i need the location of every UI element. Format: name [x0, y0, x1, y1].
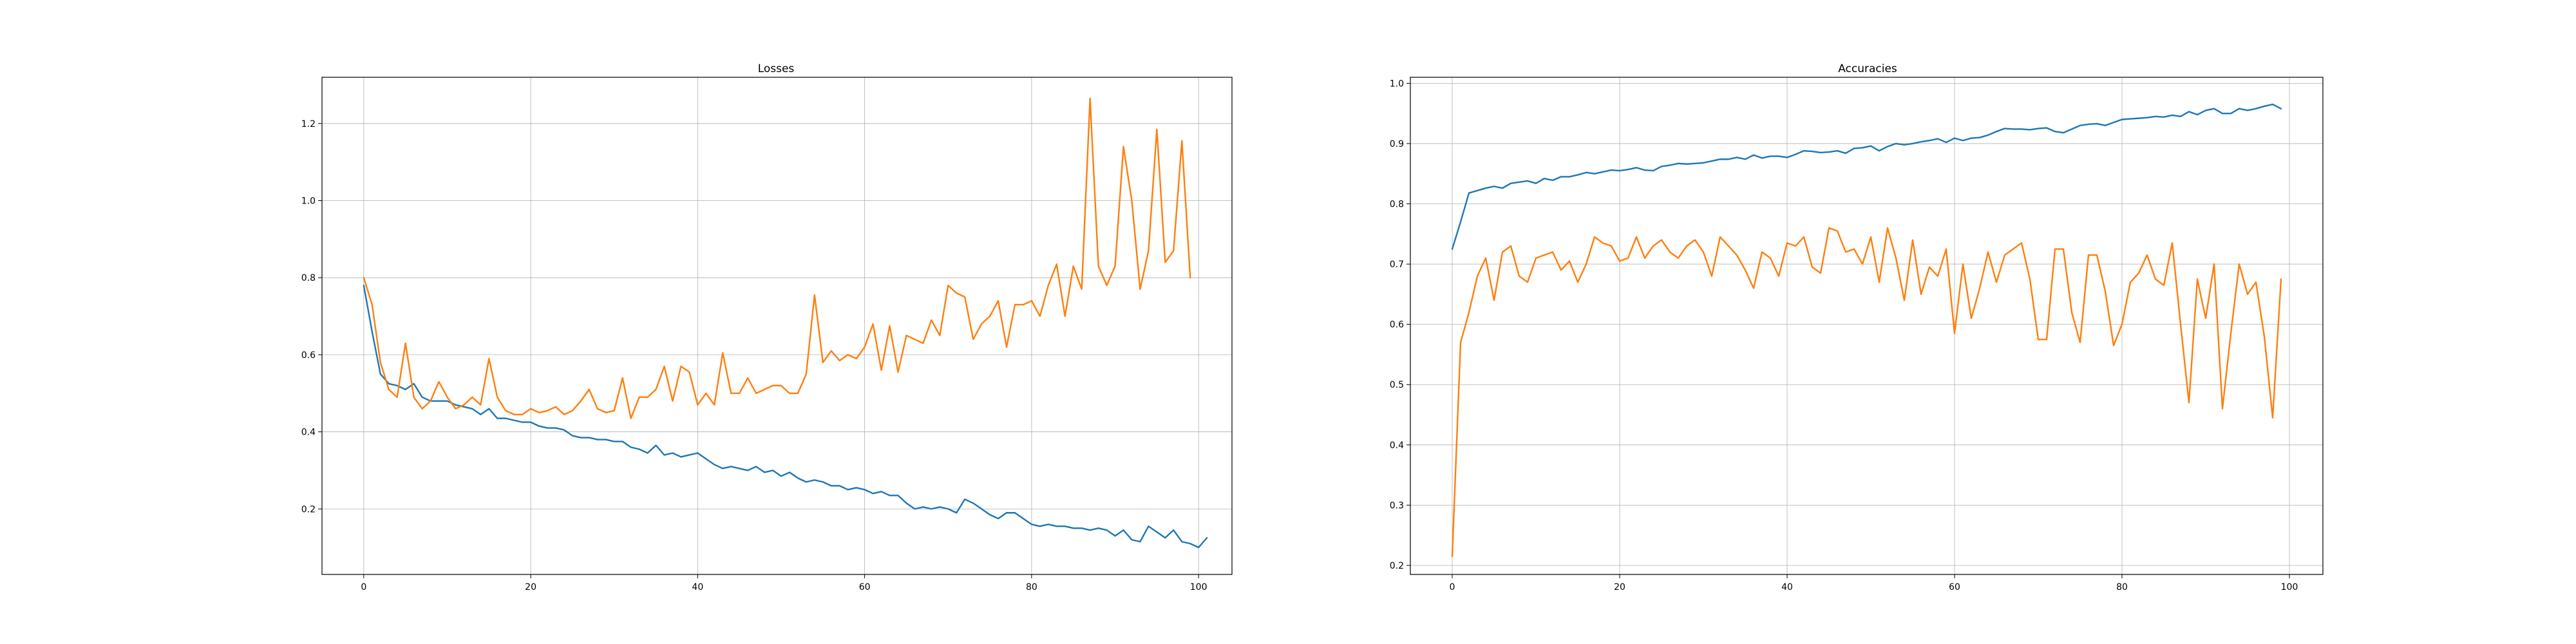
accuracies-y-tick-label: 0.7	[1390, 260, 1404, 270]
accuracies-x-tick-label: 60	[1949, 582, 1960, 592]
losses-series-2-line	[363, 97, 1191, 419]
accuracies-grid	[1410, 77, 2323, 574]
accuracies-y-tick-label: 0.8	[1390, 200, 1404, 210]
losses-y-tick-label: 0.6	[301, 350, 316, 361]
accuracies-y-tick-label: 0.3	[1390, 500, 1404, 511]
accuracies-series-1-line	[1451, 103, 2282, 250]
accuracies-x-tick-label: 80	[2116, 582, 2128, 592]
losses-y-tick-label: 0.2	[301, 504, 316, 515]
accuracies-y-tick-label: 0.9	[1390, 139, 1404, 149]
losses-y-tick-label: 1.2	[301, 119, 316, 129]
accuracies-plot-frame	[1410, 77, 2324, 575]
accuracies-chart: Accuracies 0 20 40 60 80 100 0.2 0.3 0.4 0.5 0.6 0.…	[1390, 62, 2324, 592]
accuracies-y-tick-label: 1.0	[1390, 79, 1404, 89]
accuracies-x-tick-label: 40	[1781, 582, 1793, 592]
losses-chart: Losses 0 20 40 60 80 100 0.2 0.4 0.6 0.8 1.0 1.2	[301, 62, 1233, 592]
losses-x-tick-label: 0	[361, 582, 366, 592]
accuracies-y-tick-label: 0.6	[1390, 320, 1404, 330]
losses-x-tick-label: 100	[1190, 582, 1208, 592]
losses-series-1-line	[363, 284, 1208, 549]
losses-y-tick-label: 0.8	[301, 273, 316, 283]
losses-y-tick-label: 1.0	[301, 196, 316, 207]
losses-plot-frame	[321, 77, 1233, 575]
accuracies-y-tick-label: 0.2	[1390, 561, 1404, 571]
losses-x-tick-label: 60	[859, 582, 871, 592]
losses-grid	[322, 77, 1232, 574]
losses-x-tick-label: 80	[1026, 582, 1037, 592]
losses-x-tick-label: 20	[525, 582, 536, 592]
losses-x-tick-label: 40	[692, 582, 703, 592]
losses-y-tick-label: 0.4	[301, 428, 316, 438]
accuracies-y-tick-label: 0.5	[1390, 380, 1404, 390]
losses-chart-title: Losses	[758, 62, 795, 75]
accuracies-chart-title: Accuracies	[1838, 62, 1897, 75]
accuracies-x-tick-label: 0	[1450, 582, 1455, 592]
accuracies-x-tick-label: 20	[1614, 582, 1625, 592]
accuracies-x-tick-label: 100	[2281, 582, 2298, 592]
accuracies-y-tick-label: 0.4	[1390, 440, 1404, 451]
accuracies-series-2-line	[1451, 227, 2282, 558]
